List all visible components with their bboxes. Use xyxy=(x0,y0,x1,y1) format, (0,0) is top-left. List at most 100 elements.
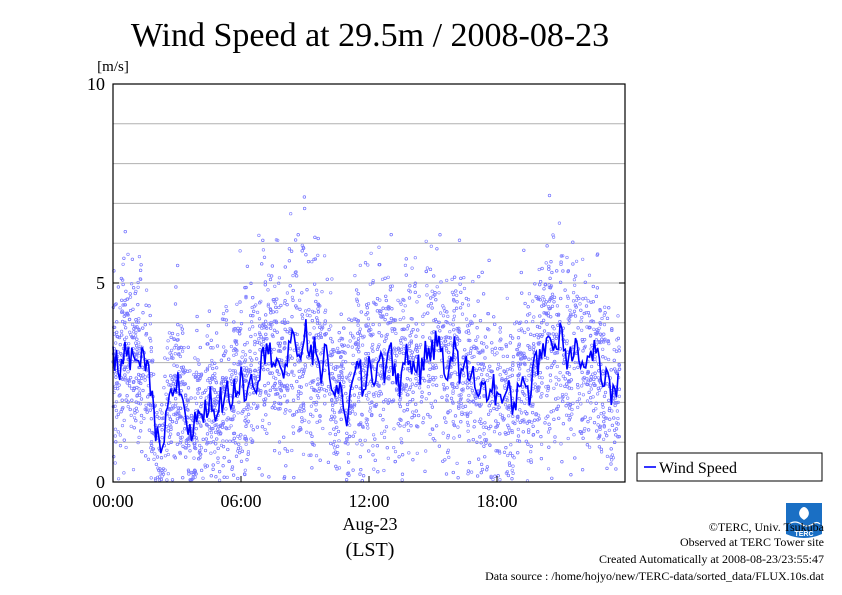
scatter-point xyxy=(407,288,411,292)
scatter-point xyxy=(330,372,334,376)
scatter-point xyxy=(356,319,360,323)
scatter-point xyxy=(391,319,396,323)
scatter-point xyxy=(601,437,606,441)
scatter-point xyxy=(165,346,169,350)
scatter-point xyxy=(584,296,588,300)
scatter-point xyxy=(235,302,239,306)
scatter-point xyxy=(557,378,561,382)
scatter-point xyxy=(377,343,381,347)
scatter-point xyxy=(113,427,118,431)
scatter-point xyxy=(275,297,279,301)
scatter-point xyxy=(526,313,530,317)
scatter-point xyxy=(176,333,180,337)
scatter-point xyxy=(320,290,324,294)
scatter-point xyxy=(459,290,463,295)
scatter-point xyxy=(555,407,559,412)
scatter-point xyxy=(550,292,555,296)
scatter-point xyxy=(547,332,551,336)
scatter-point xyxy=(460,302,465,306)
scatter-point xyxy=(230,373,234,377)
scatter-point xyxy=(534,412,538,416)
scatter-point xyxy=(375,444,380,448)
scatter-point xyxy=(192,373,196,377)
scatter-point xyxy=(146,457,151,461)
scatter-point xyxy=(598,332,603,336)
scatter-point xyxy=(163,454,167,458)
scatter-point xyxy=(131,380,136,385)
scatter-point xyxy=(290,249,294,253)
scatter-point xyxy=(432,274,436,278)
scatter-point xyxy=(277,440,282,444)
scatter-point xyxy=(176,347,180,351)
scatter-point xyxy=(517,328,521,332)
scatter-point xyxy=(231,439,235,443)
scatter-point xyxy=(314,299,318,304)
scatter-point xyxy=(535,332,539,337)
scatter-point xyxy=(259,389,263,393)
scatter-point xyxy=(336,444,340,448)
scatter-point xyxy=(576,405,580,410)
scatter-point xyxy=(511,464,515,468)
scatter-point xyxy=(332,443,336,447)
scatter-point xyxy=(528,345,532,349)
scatter-point xyxy=(299,391,303,395)
scatter-point xyxy=(539,457,544,461)
scatter-point xyxy=(414,334,418,338)
scatter-point xyxy=(118,393,122,397)
scatter-point xyxy=(576,365,580,369)
scatter-point xyxy=(523,401,527,406)
scatter-point xyxy=(141,326,145,330)
scatter-point xyxy=(569,312,573,316)
scatter-point xyxy=(346,377,350,381)
scatter-point xyxy=(617,435,621,439)
scatter-point xyxy=(318,458,322,462)
scatter-point xyxy=(209,346,213,350)
scatter-point xyxy=(164,392,168,396)
scatter-point xyxy=(411,398,415,402)
scatter-point xyxy=(559,296,563,301)
scatter-point xyxy=(549,260,553,264)
scatter-point xyxy=(389,366,393,370)
scatter-point xyxy=(609,455,613,459)
scatter-point xyxy=(346,442,350,446)
scatter-point xyxy=(413,256,417,260)
scatter-point xyxy=(134,341,138,345)
scatter-point xyxy=(437,320,441,325)
scatter-point xyxy=(120,298,124,302)
scatter-point xyxy=(256,310,260,315)
scatter-point xyxy=(334,400,338,404)
scatter-point xyxy=(380,277,385,281)
scatter-point xyxy=(182,346,186,350)
scatter-point xyxy=(493,353,497,357)
scatter-point xyxy=(309,396,313,400)
scatter-point xyxy=(260,473,264,477)
scatter-point xyxy=(452,423,457,428)
scatter-point xyxy=(515,348,520,352)
scatter-point xyxy=(149,346,153,350)
scatter-point xyxy=(257,317,262,321)
scatter-point xyxy=(602,420,606,424)
scatter-point xyxy=(215,400,219,404)
scatter-point xyxy=(483,455,487,459)
scatter-point xyxy=(237,359,241,364)
scatter-point xyxy=(222,317,226,322)
scatter-point xyxy=(458,398,463,402)
scatter-point xyxy=(549,315,553,319)
scatter-point xyxy=(487,412,491,416)
scatter-point xyxy=(481,368,485,372)
scatter-point xyxy=(440,395,444,399)
scatter-point xyxy=(500,416,505,420)
scatter-point xyxy=(564,392,568,396)
scatter-point xyxy=(247,327,252,331)
scatter-point xyxy=(224,407,228,411)
scatter-point xyxy=(353,412,357,416)
scatter-point xyxy=(189,413,194,418)
scatter-point xyxy=(146,395,150,399)
scatter-point xyxy=(404,389,408,393)
scatter-point xyxy=(144,303,148,307)
scatter-point xyxy=(133,416,137,420)
scatter-point xyxy=(173,413,177,417)
scatter-point xyxy=(592,409,596,413)
scatter-point xyxy=(467,460,472,465)
scatter-point xyxy=(196,387,200,391)
